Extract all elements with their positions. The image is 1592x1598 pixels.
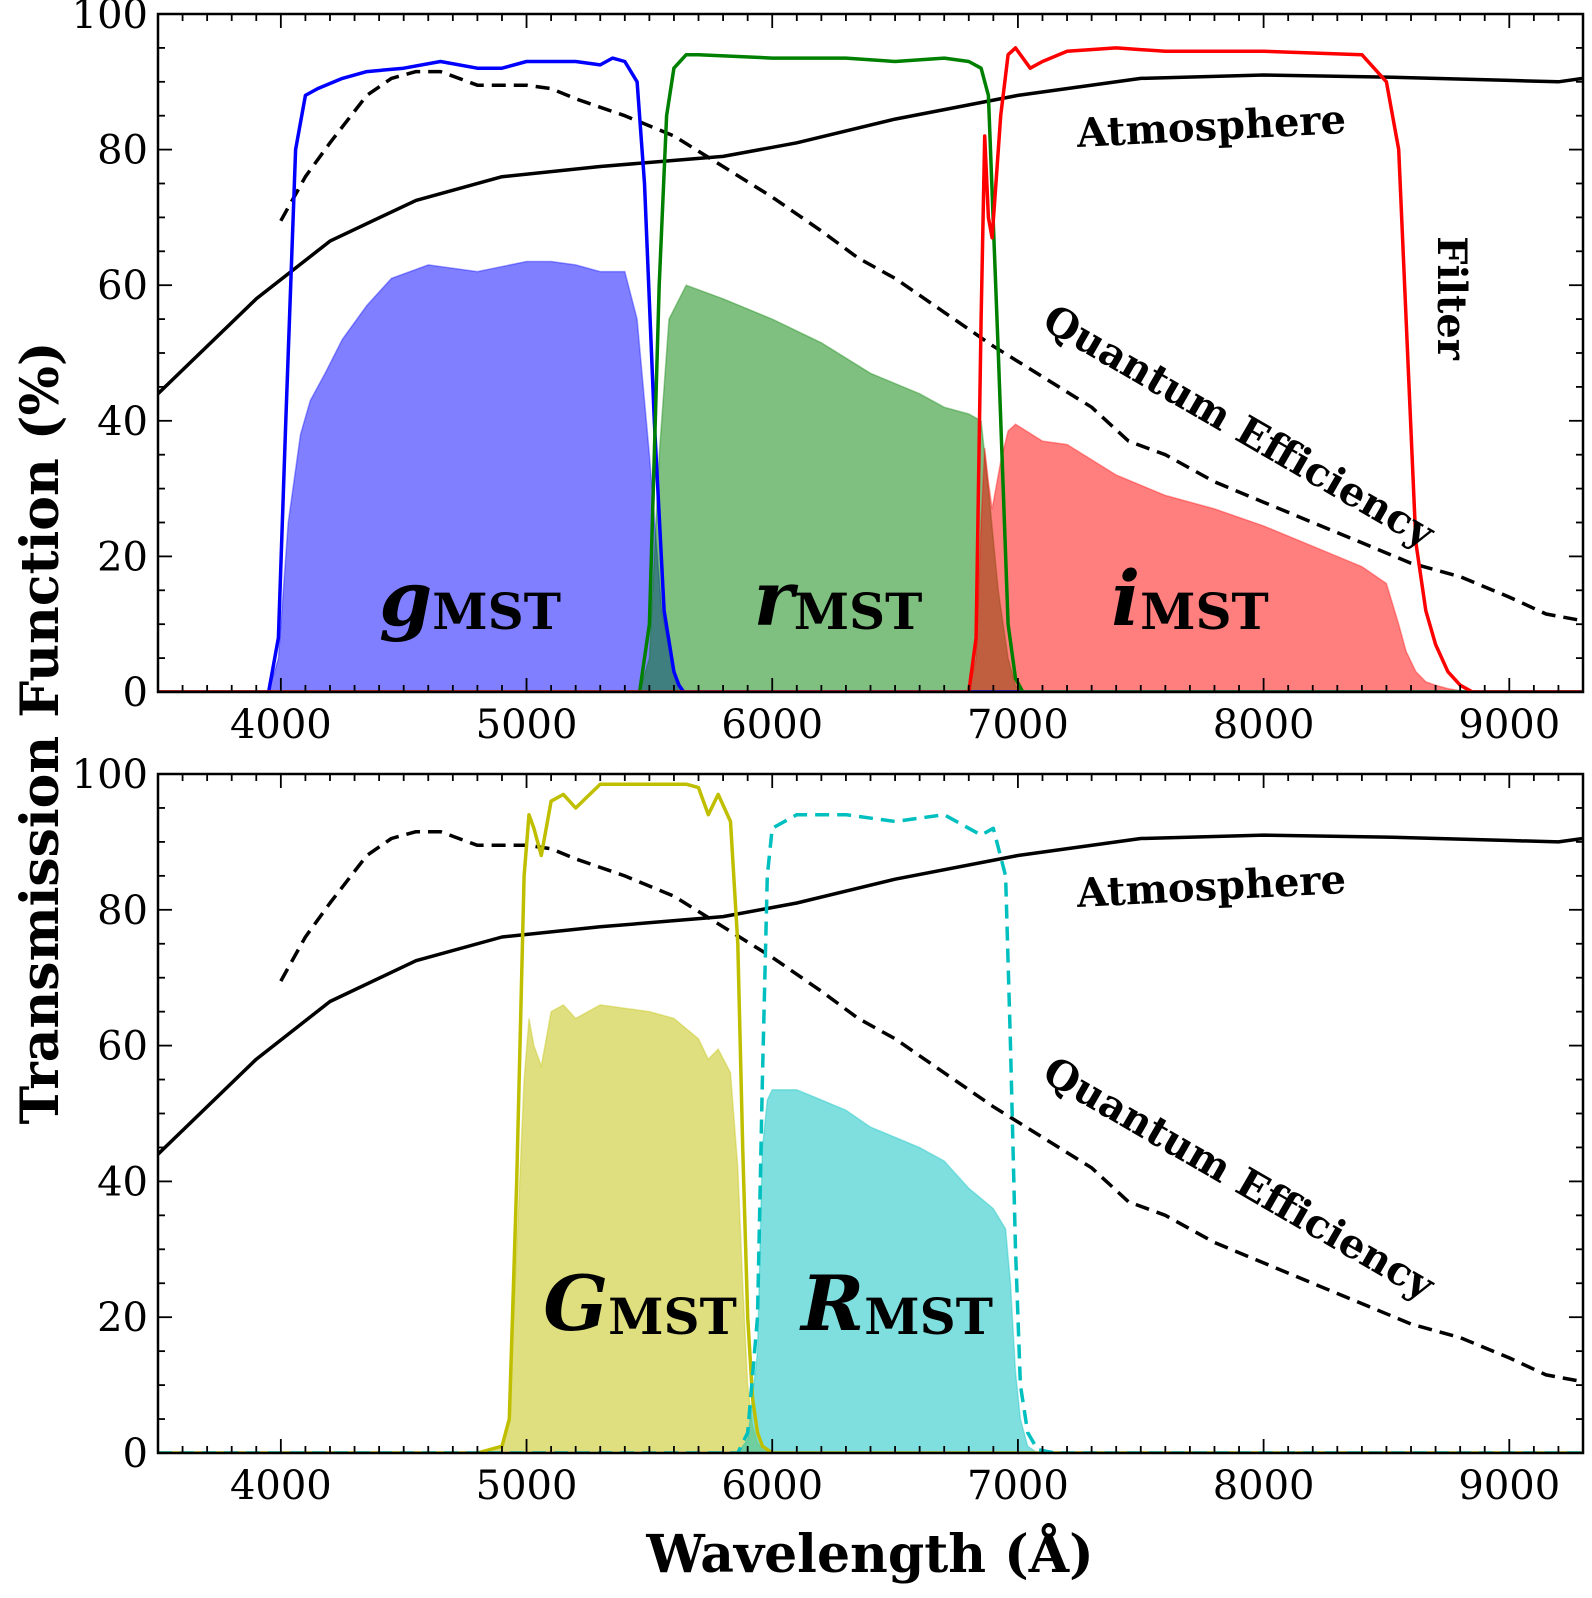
y-tick-label: 0 — [123, 1431, 148, 1477]
series-quantum-efficiency — [279, 69, 1583, 623]
y-tick-label: 20 — [97, 534, 148, 580]
band-label-g-band: gMST — [379, 554, 561, 643]
band-subscript: MST — [608, 1287, 737, 1346]
band-letter: G — [543, 1259, 608, 1348]
panel-top: 4000 5000 6000 7000 8000 9000 0 20 40 60 80 100 Atmo… — [72, 0, 1585, 748]
series-g-filter — [158, 782, 1583, 1453]
x-tick-label: 6000 — [721, 1463, 823, 1509]
series-g-filter — [158, 56, 1583, 692]
band-letter: g — [379, 554, 432, 643]
series-atmosphere — [158, 73, 1583, 395]
band-letter: R — [799, 1259, 864, 1348]
x-tick-label: 7000 — [967, 1463, 1069, 1509]
band-subscript: MST — [1140, 582, 1269, 641]
band-subscript: MST — [432, 582, 561, 641]
x-tick-label: 9000 — [1458, 1463, 1560, 1509]
annotation-quantum-efficiency: Quantum Efficiency — [1035, 1047, 1444, 1310]
panel-bottom: 4000 5000 6000 7000 8000 9000 0 20 40 60 80 100 Atmo… — [72, 752, 1585, 1509]
band-label-r-band: rMST — [754, 554, 923, 643]
y-tick-label: 0 — [123, 670, 148, 716]
x-tick-label: 6000 — [721, 702, 823, 748]
series-atmosphere — [158, 833, 1583, 1156]
x-tick-label: 4000 — [230, 702, 332, 748]
annotation-atmosphere: Atmosphere — [1075, 856, 1347, 917]
series-quantum-efficiency — [279, 829, 1583, 1384]
annotation-atmosphere: Atmosphere — [1075, 96, 1347, 157]
y-tick-label: 40 — [97, 399, 148, 445]
y-axis-title: Transmission Function (%) — [10, 341, 71, 1124]
band-letter: i — [1111, 554, 1140, 643]
x-tick-label: 5000 — [476, 702, 578, 748]
series-r-filter — [158, 812, 1583, 1453]
band-letter: r — [754, 554, 799, 643]
annotation-filter: Filter — [1428, 236, 1475, 361]
series-r-band — [736, 1088, 1039, 1453]
plot-area-bottom — [158, 782, 1583, 1453]
x-tick-label: 5000 — [476, 1463, 578, 1509]
plot-area-top — [158, 46, 1583, 692]
x-tick-label: 9000 — [1458, 702, 1560, 748]
x-tick-label: 7000 — [967, 702, 1069, 748]
band-label-r-band: RMST — [799, 1259, 993, 1348]
x-axis-title: Wavelength (Å) — [645, 1523, 1093, 1585]
x-tick-label: 8000 — [1213, 1463, 1315, 1509]
x-tick-label: 4000 — [230, 1463, 332, 1509]
y-tick-label: 80 — [97, 128, 148, 174]
band-subscript: MST — [794, 582, 923, 641]
series-r-filter — [158, 52, 1583, 692]
y-tick-label: 100 — [72, 0, 148, 38]
y-tick-label: 80 — [97, 888, 148, 934]
x-tick-label: 8000 — [1213, 702, 1315, 748]
y-tick-label: 60 — [97, 1024, 148, 1070]
series-i-band — [968, 423, 1473, 692]
series-i-filter — [158, 46, 1583, 692]
y-tick-label: 40 — [97, 1159, 148, 1205]
y-tick-label: 20 — [97, 1295, 148, 1341]
series-g-band — [477, 1003, 773, 1453]
band-subscript: MST — [864, 1287, 993, 1346]
band-label-g-band: GMST — [543, 1259, 737, 1348]
band-label-i-band: iMST — [1111, 554, 1269, 643]
y-tick-label: 60 — [97, 263, 148, 309]
y-tick-label: 100 — [72, 752, 148, 798]
